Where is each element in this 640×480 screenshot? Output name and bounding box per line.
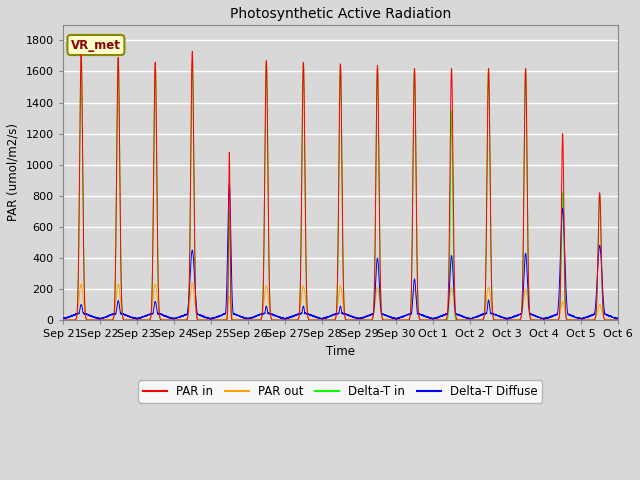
Title: Photosynthetic Active Radiation: Photosynthetic Active Radiation bbox=[230, 7, 451, 21]
Text: VR_met: VR_met bbox=[71, 38, 121, 51]
Legend: PAR in, PAR out, Delta-T in, Delta-T Diffuse: PAR in, PAR out, Delta-T in, Delta-T Dif… bbox=[138, 380, 543, 403]
Y-axis label: PAR (umol/m2/s): PAR (umol/m2/s) bbox=[7, 123, 20, 221]
X-axis label: Time: Time bbox=[326, 345, 355, 358]
